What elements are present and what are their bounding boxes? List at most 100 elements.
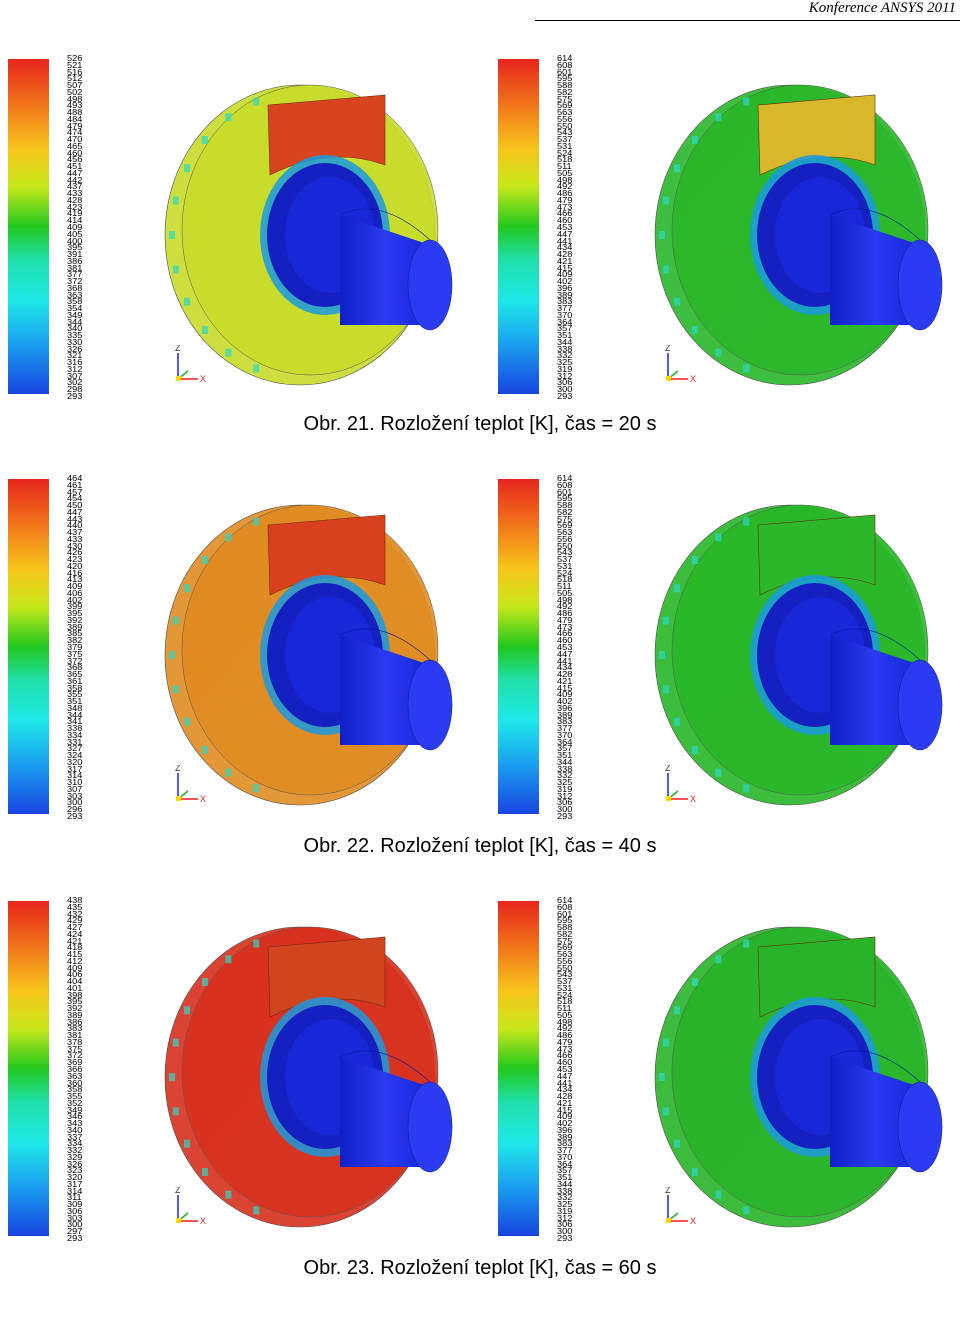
colorbar-tick-label: 383	[557, 717, 573, 727]
colorbar-tick-label: 372	[67, 1051, 83, 1061]
colorbar-tick-label: 344	[557, 757, 573, 767]
colorbar-tick-label: 368	[67, 663, 83, 673]
colorbar-tick-label: 351	[557, 1173, 573, 1183]
colorbar-tick-label: 326	[67, 1159, 83, 1169]
colorbar-tick-label: 414	[67, 216, 83, 226]
colorbar-tick-label: 447	[67, 168, 83, 178]
colorbar-tick-label: 498	[557, 175, 573, 185]
colorbar-tick-label: 614	[557, 54, 573, 63]
colorbar-tick-label: 303	[67, 1213, 83, 1223]
colorbar-tick-label: 424	[67, 929, 83, 939]
colorbar-tick-label: 498	[67, 94, 83, 104]
colorbar-tick-label: 582	[557, 929, 573, 939]
colorbar-tick-label: 389	[67, 622, 83, 632]
colorbar-tick-label: 372	[67, 656, 83, 666]
disc-vent	[201, 746, 208, 754]
brake-disc-model	[654, 926, 943, 1228]
disc-vent	[691, 978, 698, 986]
colorbar-tick-label: 441	[557, 656, 573, 666]
colorbar-tick-label: 441	[557, 236, 573, 246]
colorbar-tick-label: 341	[67, 717, 83, 727]
colorbar-tick-label: 432	[67, 909, 83, 919]
colorbar-tick-label: 300	[67, 798, 83, 808]
colorbar-tick-label: 518	[557, 155, 573, 165]
colorbar-tick-label: 309	[67, 1200, 83, 1210]
colorbar-tick-label: 563	[557, 950, 573, 960]
disc-vent	[674, 717, 680, 726]
colorbar-tick-label: 507	[67, 81, 83, 91]
colorbar-tick-label: 595	[557, 916, 573, 926]
colorbar-tick-label: 419	[67, 209, 83, 219]
colorbar-tick-label: 395	[67, 997, 83, 1007]
colorbar-tick-label: 492	[557, 602, 573, 612]
colorbar-tick-label: 479	[557, 615, 573, 625]
colorbar-tick-label: 524	[557, 148, 573, 158]
colorbar-tick-label: 543	[557, 128, 573, 138]
colorbar-tick-label: 428	[557, 250, 573, 260]
disc-vent	[674, 1006, 680, 1015]
colorbar-tick-label: 464	[67, 474, 83, 483]
colorbar-tick-label: 473	[557, 202, 573, 212]
colorbar-tick-label: 307	[67, 784, 83, 794]
colorbar-tick-labels: 614 608 601 595 588 582 575 569 563 556 550 543 537 5…	[557, 474, 597, 821]
disc-vent	[201, 136, 208, 144]
colorbar-tick-label: 346	[67, 1112, 83, 1122]
colorbar-tick-label: 344	[557, 1179, 573, 1189]
disc-vent	[691, 556, 698, 564]
colorbar-tick-label: 524	[557, 568, 573, 578]
figure-caption: Obr. 22. Rozložení teplot [K], čas = 40 …	[303, 835, 657, 857]
colorbar-tick-label: 428	[67, 195, 83, 205]
colorbar-tick-label: 409	[67, 963, 83, 973]
colorbar-tick-label: 382	[67, 636, 83, 646]
colorbar-tick-label: 421	[557, 256, 573, 266]
coordinate-axes-icon: ZX	[665, 345, 696, 384]
colorbar-tick-label: 518	[557, 997, 573, 1007]
colorbar-tick-label: 392	[67, 615, 83, 625]
colorbar-tick-label: 370	[557, 1152, 573, 1162]
colorbar-tick-label: 460	[557, 1058, 573, 1068]
colorbar-tick-label: 381	[67, 1031, 83, 1041]
colorbar-tick-label: 330	[67, 337, 83, 347]
colorbar-tick-label: 357	[557, 324, 573, 334]
colorbar-tick-label: 447	[557, 229, 573, 239]
colorbar-tick-label: 421	[557, 1098, 573, 1108]
colorbar-tick-label: 473	[557, 1044, 573, 1054]
colorbar-tick-label: 423	[67, 202, 83, 212]
colorbar-tick-labels: 614 608 601 595 588 582 575 569 563 556 550 543 537 5…	[557, 54, 597, 401]
disc-vent	[172, 196, 179, 205]
colorbar-tick-label: 614	[557, 474, 573, 483]
brake-disc-model	[164, 926, 453, 1228]
colorbar-tick-label: 319	[557, 784, 573, 794]
colorbar-tick-label: 383	[67, 1024, 83, 1034]
colorbar-tick-label: 344	[67, 317, 83, 327]
colorbar-tick-label: 415	[557, 1105, 573, 1115]
colorbar-tick-label: 521	[67, 60, 83, 70]
colorbar-tick-label: 319	[557, 364, 573, 374]
colorbar-tick-label: 456	[67, 155, 83, 165]
disc-vent	[253, 364, 260, 373]
disc-vent	[169, 651, 175, 659]
colorbar-tick-labels: 438 435 432 429 427 424 421 418 415 412 409 406 404 4…	[67, 897, 107, 1243]
disc-vent	[674, 1139, 680, 1148]
disc-vent	[715, 533, 722, 542]
colorbar-tick-label: 421	[557, 676, 573, 686]
axis-x-label: X	[200, 374, 206, 384]
colorbar-tick-label: 402	[557, 1119, 573, 1129]
disc-vent	[659, 651, 665, 659]
colorbar-tick-label: 369	[67, 1058, 83, 1068]
colorbar-tick-label: 329	[67, 1152, 83, 1162]
colorbar-tick-label: 484	[67, 114, 83, 124]
temperature-panel-left: 526 521 516 512 507 502 498 493 488 484 479 474 470 4…	[0, 55, 480, 455]
colorbar-tick-label: 368	[67, 283, 83, 293]
colorbar-tick-label: 293	[557, 1234, 573, 1243]
figure-caption: Obr. 21. Rozložení teplot [K], čas = 20 …	[303, 413, 657, 435]
disc-vent	[169, 1073, 175, 1081]
colorbar-tick-label: 601	[557, 487, 573, 497]
colorbar-tick-label: 502	[67, 87, 83, 97]
colorbar-tick-label: 395	[67, 243, 83, 253]
colorbar-tick-label: 319	[557, 1206, 573, 1216]
temperature-panel-left: 464 461 457 454 450 447 443 440 437 433 430 426 423 4…	[0, 475, 480, 875]
colorbar-tick-label: 479	[67, 121, 83, 131]
colorbar-tick-label: 400	[67, 236, 83, 246]
colorbar-tick-label: 409	[67, 582, 83, 592]
